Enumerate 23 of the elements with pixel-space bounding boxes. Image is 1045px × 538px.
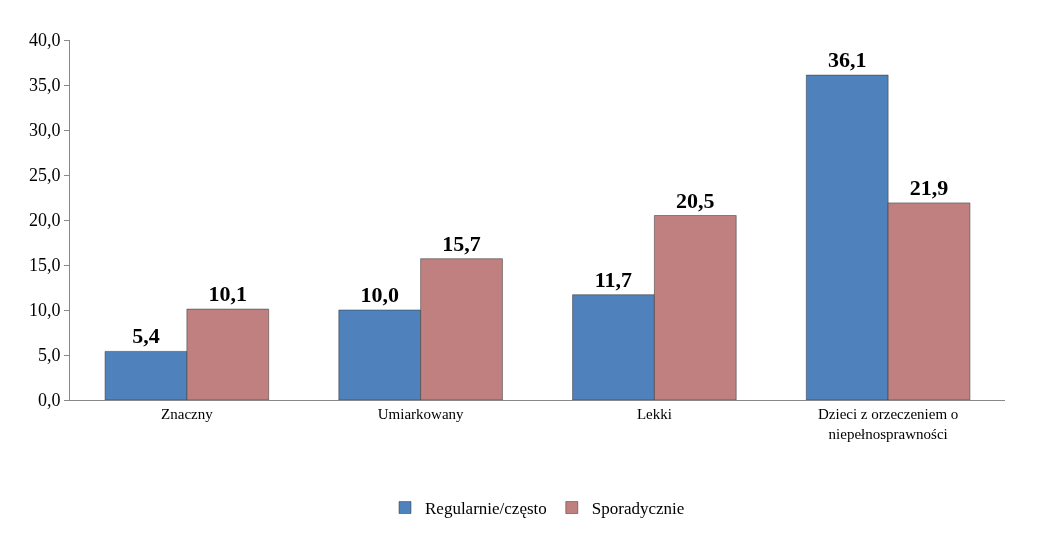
y-tick-label: 5,0 — [37, 345, 61, 366]
x-tick-label: Umiarkowany — [377, 406, 465, 422]
y-tick-label: 40,0 — [28, 30, 61, 51]
data-label: 20,5 — [676, 187, 715, 213]
data-label: 36,1 — [827, 47, 867, 73]
x-tick-label: Lekki — [636, 406, 672, 422]
legend-label: Sporadycznie — [591, 499, 685, 519]
x-tick-label: Dzieci z orzeczeniem o niepełnosprawności — [817, 406, 959, 442]
data-label: 10,0 — [360, 282, 399, 307]
y-tick-label: 0,0 — [37, 390, 61, 411]
data-label: 11,7 — [594, 266, 633, 292]
x-tick-label: Znaczny — [161, 406, 214, 422]
y-tick-label: 35,0 — [28, 75, 61, 96]
data-label: 15,7 — [442, 230, 481, 256]
y-tick-label: 10,0 — [28, 300, 61, 321]
y-tick-label: 25,0 — [28, 165, 61, 186]
data-label: 21,9 — [909, 174, 949, 200]
data-label: 5,4 — [132, 323, 160, 349]
y-tick-label: 20,0 — [28, 210, 61, 231]
legend-label: Regularnie/często — [425, 499, 547, 519]
data-label: 10,1 — [208, 281, 248, 307]
y-tick-label: 30,0 — [28, 120, 61, 141]
y-tick-label: 15,0 — [28, 255, 61, 276]
